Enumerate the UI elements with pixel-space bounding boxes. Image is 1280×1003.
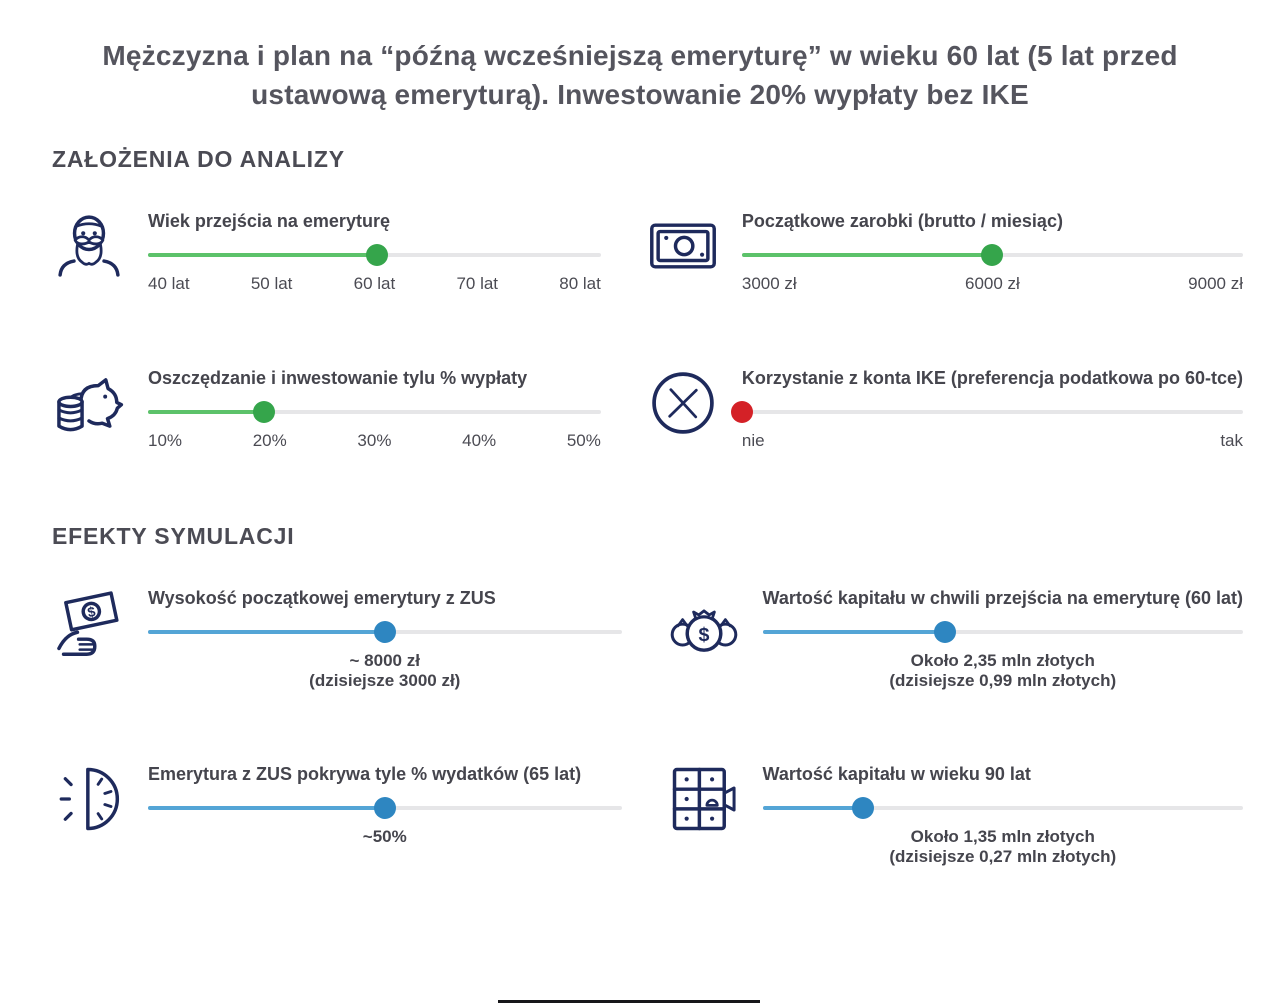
slider-title-capital-at-90: Wartość kapitału w wieku 90 lat	[762, 764, 1031, 784]
slider-title-zus-pension: Wysokość początkowej emerytury z ZUS	[148, 588, 496, 608]
slider-title-capital-at-retirement: Wartość kapitału w chwili przejścia na e…	[762, 588, 1244, 608]
card-capital-at-90: Wartość kapitału w wieku 90 lat Około 1,…	[667, 762, 1244, 866]
tick-label: 80 lat	[559, 274, 601, 293]
card-retirement-age: Wiek przejścia na emeryturę 40 lat 50 la…	[52, 209, 601, 294]
capital-at-retirement-indicator	[762, 621, 1243, 643]
page-title-line2: ustawową emeryturą). Inwestowanie 20% wy…	[251, 79, 1029, 110]
section-assumptions: ZAŁOŻENIA DO ANALIZY Wiek przejścia na e…	[0, 146, 1280, 451]
tick-label: 6000 zł	[965, 274, 1020, 293]
tick-label: tak	[1220, 431, 1243, 450]
indicator-values: ~ 8000 zł (dzisiejsze 3000 zł)	[148, 651, 622, 690]
slider-track[interactable]	[148, 244, 601, 266]
slider-title-savings-percent: Oszczędzanie i inwestowanie tylu % wypła…	[148, 368, 528, 388]
zus-coverage-indicator	[148, 797, 622, 819]
value-line1: Około 2,35 mln złotych	[910, 651, 1095, 670]
slider-track[interactable]	[148, 401, 601, 423]
indicator-handle	[852, 797, 875, 819]
effects-heading: EFEKTY SYMULACJI	[52, 523, 295, 549]
capital-at-90-indicator	[762, 797, 1243, 819]
card-savings-percent: Oszczędzanie i inwestowanie tylu % wypła…	[52, 366, 601, 451]
indicator-fill	[762, 806, 864, 810]
slider-handle[interactable]	[365, 244, 388, 266]
assumptions-heading: ZAŁOŻENIA DO ANALIZY	[52, 146, 345, 172]
tick-label: 40%	[462, 431, 497, 450]
banknote-icon	[646, 209, 720, 283]
slider-tick-labels: 3000 zł 6000 zł 9000 zł	[742, 274, 1243, 294]
value-line1: Około 1,35 mln złotych	[910, 827, 1095, 846]
slider-title-initial-salary: Początkowe zarobki (brutto / miesiąc)	[741, 211, 1063, 231]
value-line1: ~50%	[362, 827, 407, 846]
tick-label: 20%	[252, 431, 287, 450]
indicator-handle	[934, 621, 957, 643]
value-line2: (dzisiejsze 0,99 mln złotych)	[889, 670, 1117, 690]
tick-label: 40 lat	[148, 274, 190, 293]
half-clock-icon	[52, 762, 126, 836]
tick-label: 70 lat	[456, 274, 499, 293]
tick-label: 60 lat	[353, 274, 396, 293]
svg-text:$: $	[86, 603, 97, 620]
slider-title-zus-coverage: Emerytura z ZUS pokrywa tyle % wydatków …	[148, 764, 582, 784]
tick-label: 50%	[566, 431, 601, 450]
tick-label: 50 lat	[250, 274, 293, 293]
section-effects: EFEKTY SYMULACJI $ Wysokość początk	[0, 523, 1280, 866]
piggy-bank-icon	[52, 366, 126, 440]
card-initial-salary: Początkowe zarobki (brutto / miesiąc) 30…	[646, 209, 1243, 294]
slider-fill	[148, 410, 265, 414]
slider-tick-labels: nie tak	[742, 431, 1243, 451]
value-line2: (dzisiejsze 3000 zł)	[309, 670, 461, 690]
tick-label: 10%	[148, 431, 183, 450]
ike-usage-slider[interactable]	[730, 401, 1243, 423]
indicator-fill	[148, 630, 385, 634]
zus-pension-indicator	[148, 621, 622, 643]
card-ike-usage: Korzystanie z konta IKE (preferencja pod…	[646, 366, 1243, 451]
tick-label: nie	[741, 431, 765, 450]
card-zus-pension: $ Wysokość początkowej emerytury z ZUS	[52, 586, 622, 690]
slider-fill	[741, 253, 993, 257]
hand-money-icon: $	[52, 586, 126, 660]
slider-title-ike-usage: Korzystanie z konta IKE (preferencja pod…	[741, 368, 1243, 388]
slider-handle[interactable]	[730, 401, 753, 423]
indicator-fill	[762, 630, 946, 634]
initial-salary-slider[interactable]	[741, 244, 1243, 266]
card-zus-coverage: Emerytura z ZUS pokrywa tyle % wydatków …	[52, 762, 622, 866]
page-title-line1: Mężczyzna i plan na “późną wcześniejszą …	[102, 40, 1178, 71]
indicator-handle	[373, 797, 396, 819]
slider-handle[interactable]	[253, 401, 276, 423]
x-circle-icon	[646, 366, 720, 440]
safe-deposit-icon	[667, 762, 741, 836]
slider-tick-labels: 40 lat 50 lat 60 lat 70 lat 80 lat	[148, 274, 601, 294]
indicator-values: Około 1,35 mln złotych (dzisiejsze 0,27 …	[763, 827, 1244, 866]
indicator-handle	[373, 621, 396, 643]
page-title: Mężczyzna i plan na “późną wcześniejszą …	[0, 36, 1280, 114]
value-line2: (dzisiejsze 0,27 mln złotych)	[889, 846, 1117, 866]
tick-label: 30%	[357, 431, 392, 450]
indicator-values: Około 2,35 mln złotych (dzisiejsze 0,99 …	[763, 651, 1244, 690]
indicator-track	[762, 621, 1243, 643]
slider-title-retirement-age: Wiek przejścia na emeryturę	[148, 211, 390, 231]
old-man-icon	[52, 209, 126, 283]
slider-track[interactable]	[730, 401, 1243, 423]
slider-fill	[148, 253, 377, 257]
slider-tick-labels: 10% 20% 30% 40% 50%	[148, 431, 601, 451]
money-bags-icon: $	[667, 586, 741, 660]
slider-track[interactable]	[741, 244, 1243, 266]
retirement-age-slider[interactable]	[148, 244, 601, 266]
indicator-fill	[148, 806, 385, 810]
card-capital-at-retirement: $ Wartość kapitału w chwili przejścia na…	[667, 586, 1244, 690]
indicator-track	[762, 797, 1243, 819]
slider-handle[interactable]	[981, 244, 1004, 266]
svg-text:$: $	[698, 624, 709, 646]
indicator-values: ~50%	[148, 827, 622, 847]
indicator-track	[148, 621, 622, 643]
value-line1: ~ 8000 zł	[349, 651, 420, 670]
savings-percent-slider[interactable]	[148, 401, 601, 423]
tick-label: 9000 zł	[1188, 274, 1243, 293]
tick-label: 3000 zł	[741, 274, 797, 293]
indicator-track	[148, 797, 622, 819]
